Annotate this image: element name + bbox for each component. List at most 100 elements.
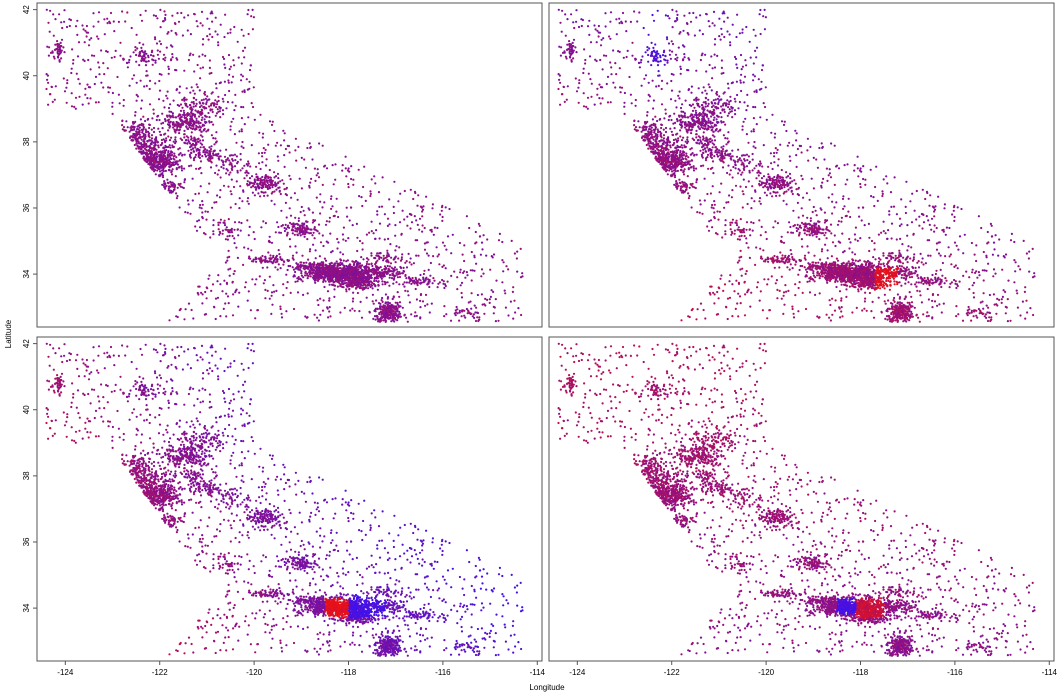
data-point	[299, 226, 302, 230]
data-point	[176, 103, 179, 107]
data-point	[281, 179, 284, 182]
data-point	[171, 14, 174, 17]
data-point	[234, 93, 237, 96]
data-point	[122, 104, 125, 107]
data-point	[229, 125, 232, 128]
data-point	[361, 248, 364, 251]
data-point	[196, 111, 199, 114]
data-point	[373, 256, 376, 260]
data-point	[201, 111, 204, 114]
data-point	[174, 138, 177, 141]
data-point	[312, 231, 315, 234]
data-point	[478, 316, 481, 319]
data-point	[255, 278, 258, 281]
data-point	[271, 191, 274, 194]
data-point	[460, 315, 463, 318]
data-point	[362, 275, 365, 278]
data-point	[161, 166, 164, 169]
data-point	[196, 25, 199, 28]
data-point	[337, 276, 340, 279]
data-point	[319, 193, 322, 196]
data-point	[322, 244, 325, 248]
data-point	[348, 271, 352, 275]
data-point	[212, 123, 215, 126]
data-point	[386, 296, 390, 299]
data-point	[212, 104, 216, 107]
data-point	[154, 59, 157, 62]
data-point	[172, 116, 175, 119]
data-point	[200, 104, 203, 107]
data-point	[242, 34, 245, 37]
data-point	[319, 212, 322, 215]
data-point	[218, 196, 221, 199]
data-point	[249, 165, 252, 168]
data-point	[214, 171, 217, 175]
data-point	[205, 218, 208, 221]
data-point	[310, 228, 313, 231]
data-point	[234, 104, 237, 107]
data-point	[441, 219, 444, 222]
data-point	[350, 276, 353, 279]
data-point	[415, 298, 418, 301]
data-point	[202, 38, 205, 41]
data-point	[259, 113, 262, 116]
data-point	[161, 112, 164, 115]
data-point	[195, 117, 198, 120]
data-point	[168, 114, 172, 118]
data-point	[380, 273, 383, 276]
data-point	[309, 181, 312, 184]
data-point	[284, 201, 287, 204]
data-point	[406, 215, 409, 218]
y-tick-label: 34	[22, 269, 31, 278]
data-point	[122, 98, 125, 102]
data-point	[277, 249, 280, 252]
data-point	[162, 156, 165, 159]
data-point	[268, 185, 271, 189]
data-point	[195, 98, 198, 101]
data-point	[174, 175, 177, 178]
data-point	[405, 281, 408, 284]
data-point	[232, 272, 235, 275]
data-point	[345, 272, 348, 275]
data-point	[139, 151, 142, 154]
data-point	[273, 290, 276, 293]
data-point	[369, 285, 372, 289]
data-point	[412, 262, 415, 265]
data-point	[232, 59, 235, 62]
data-point	[178, 113, 181, 116]
data-point	[326, 306, 329, 309]
data-point	[363, 267, 367, 270]
data-point	[261, 136, 264, 139]
data-point	[134, 114, 137, 117]
data-point	[164, 13, 167, 16]
data-point	[266, 187, 269, 190]
data-point	[51, 100, 54, 103]
data-point	[333, 269, 336, 272]
data-point	[157, 127, 160, 130]
data-point	[288, 221, 292, 224]
data-point	[77, 41, 81, 44]
data-point	[401, 209, 404, 212]
data-point	[329, 315, 332, 318]
data-point	[316, 276, 320, 279]
data-point	[140, 107, 143, 110]
data-point	[273, 203, 276, 206]
data-point	[289, 178, 292, 181]
data-point	[387, 317, 390, 320]
data-point	[77, 78, 80, 81]
data-point	[460, 281, 464, 284]
data-point	[78, 95, 81, 98]
y-tick-label: 38	[22, 137, 31, 146]
data-point	[212, 102, 216, 105]
data-point	[188, 121, 192, 124]
data-point	[254, 283, 257, 286]
data-point	[834, 280, 837, 283]
data-point	[250, 102, 253, 105]
data-point	[320, 274, 323, 277]
data-point	[180, 165, 183, 168]
data-point	[304, 270, 307, 273]
data-point	[308, 272, 311, 276]
data-point	[142, 125, 145, 128]
data-point	[179, 152, 182, 155]
data-point	[359, 266, 362, 270]
